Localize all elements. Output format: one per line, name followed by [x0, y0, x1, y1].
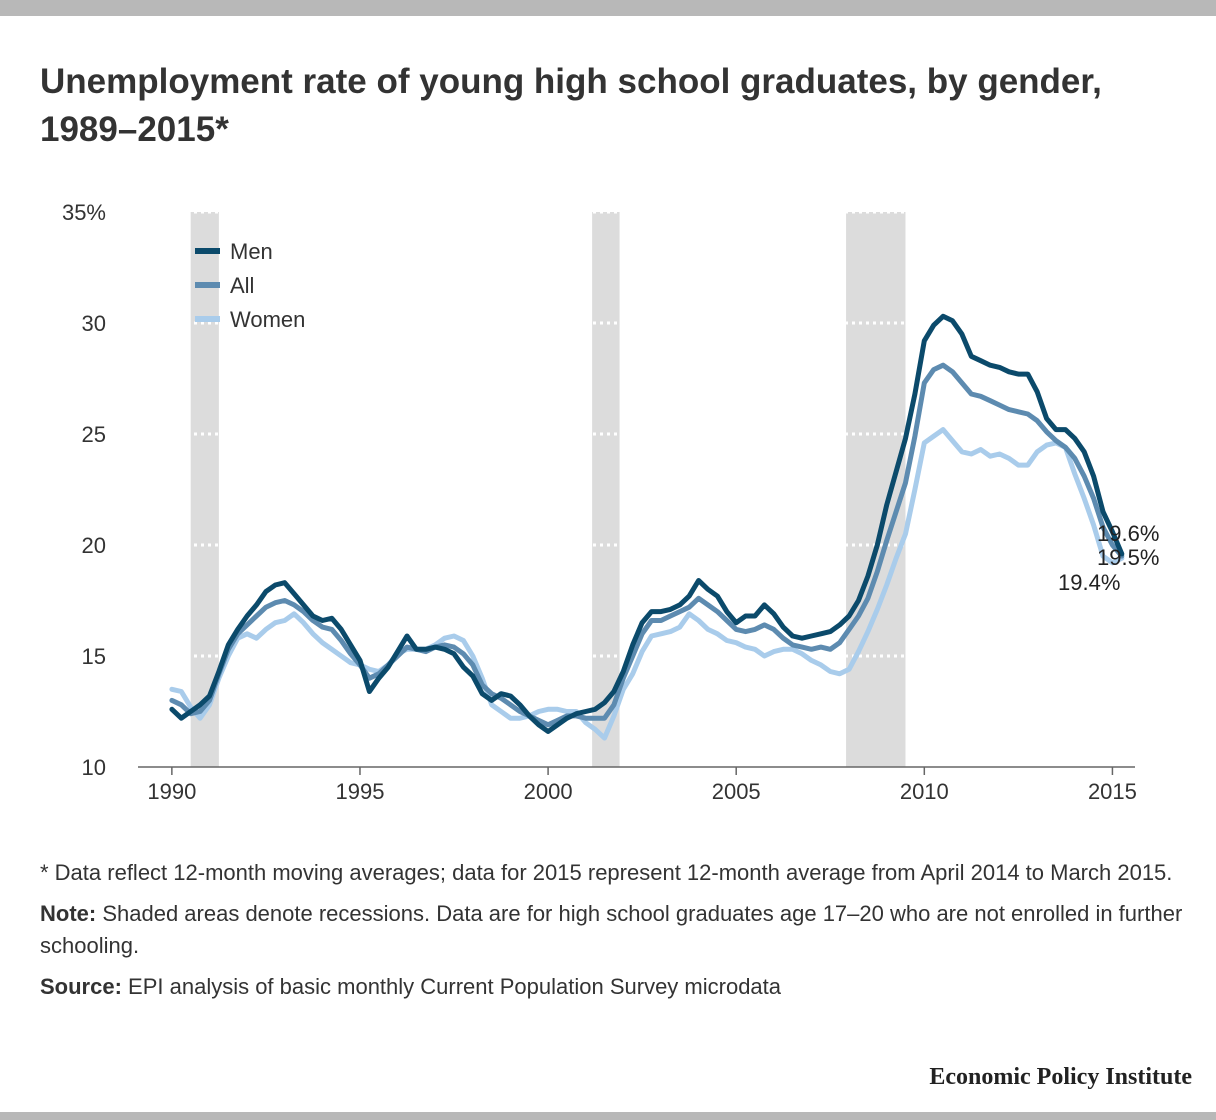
recession-bands	[190, 212, 906, 767]
legend-label-men: Men	[230, 239, 273, 264]
note-label: Note:	[40, 901, 97, 926]
end-value-label: 19.6%	[1097, 521, 1159, 546]
recession-band	[190, 212, 219, 767]
series-line-men	[169, 313, 1125, 734]
line-chart: 1990 1995 2000 2005 2010 2015 10 15 20 25 30 35% Me…	[62, 200, 1159, 804]
x-tick-label: 1995	[335, 779, 384, 804]
chart-title: Unemployment rate of young high school g…	[40, 62, 1102, 149]
y-tick-label: 30	[82, 311, 106, 336]
source-line: Source: EPI analysis of basic monthly Cu…	[40, 971, 1190, 1003]
y-tick-label: 15	[82, 644, 106, 669]
end-value-label: 19.4%	[1058, 570, 1120, 595]
series-lines	[169, 313, 1125, 741]
brand-logo-text: Economic Policy Institute	[929, 1064, 1192, 1090]
gridlines	[138, 210, 1135, 658]
y-tick-label: 35%	[62, 200, 106, 225]
x-tick-label: 2005	[712, 779, 761, 804]
x-tick-label: 2015	[1088, 779, 1137, 804]
x-tick-label: 1990	[147, 779, 196, 804]
y-tick-label: 25	[82, 422, 106, 447]
y-tick-label: 20	[82, 533, 106, 558]
legend: Men All Women	[195, 239, 305, 332]
legend-label-all: All	[230, 273, 254, 298]
top-border-bar	[0, 0, 1216, 16]
y-tick-label: 10	[82, 755, 106, 780]
end-value-labels: 19.6%19.5%19.4%	[1058, 521, 1159, 595]
series-line-women	[169, 427, 1125, 741]
axes: 1990 1995 2000 2005 2010 2015 10 15 20 25 30 35%	[62, 200, 1137, 804]
note-text: Shaded areas denote recessions. Data are…	[40, 901, 1183, 958]
source-text: EPI analysis of basic monthly Current Po…	[121, 974, 782, 999]
x-tick-label: 2010	[900, 779, 949, 804]
chart-notes: * Data reflect 12-month moving averages;…	[40, 857, 1190, 1012]
recession-band	[846, 212, 906, 767]
legend-label-women: Women	[230, 307, 305, 332]
source-label: Source:	[40, 974, 122, 999]
series-line-all	[169, 362, 1125, 728]
recession-band	[592, 212, 620, 767]
note-line: Note: Shaded areas denote recessions. Da…	[40, 898, 1190, 962]
bottom-border-bar	[0, 1112, 1216, 1120]
end-value-label: 19.5%	[1097, 545, 1159, 570]
x-tick-label: 2000	[524, 779, 573, 804]
footnote: * Data reflect 12-month moving averages;…	[40, 860, 1173, 885]
